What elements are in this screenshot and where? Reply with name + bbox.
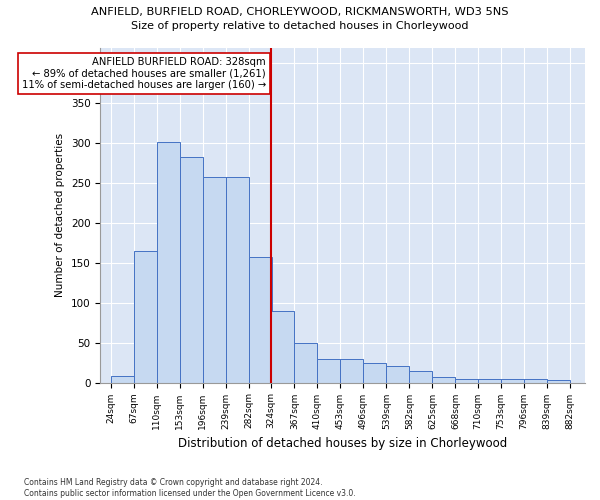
Bar: [110, 376, 134, 382]
Bar: [180, 157, 203, 382]
Text: Contains HM Land Registry data © Crown copyright and database right 2024.
Contai: Contains HM Land Registry data © Crown c…: [24, 478, 356, 498]
Bar: [409, 372, 433, 382]
Bar: [547, 380, 570, 382]
Bar: [271, 311, 294, 382]
Bar: [433, 377, 455, 382]
Bar: [157, 142, 180, 382]
Text: ANFIELD, BURFIELD ROAD, CHORLEYWOOD, RICKMANSWORTH, WD3 5NS: ANFIELD, BURFIELD ROAD, CHORLEYWOOD, RIC…: [91, 8, 509, 18]
Bar: [317, 358, 340, 382]
Y-axis label: Number of detached properties: Number of detached properties: [55, 133, 65, 297]
Bar: [386, 366, 409, 382]
Bar: [134, 251, 157, 382]
Bar: [455, 378, 478, 382]
Bar: [364, 362, 386, 382]
Text: ANFIELD BURFIELD ROAD: 328sqm
← 89% of detached houses are smaller (1,261)
11% o: ANFIELD BURFIELD ROAD: 328sqm ← 89% of d…: [22, 57, 266, 90]
Bar: [249, 256, 272, 382]
Text: Size of property relative to detached houses in Chorleywood: Size of property relative to detached ho…: [131, 21, 469, 31]
Bar: [501, 380, 524, 382]
Bar: [203, 176, 226, 382]
Bar: [340, 360, 364, 382]
Bar: [226, 176, 249, 382]
Bar: [478, 380, 501, 382]
Bar: [294, 344, 317, 382]
Bar: [524, 380, 547, 382]
X-axis label: Distribution of detached houses by size in Chorleywood: Distribution of detached houses by size …: [178, 437, 508, 450]
